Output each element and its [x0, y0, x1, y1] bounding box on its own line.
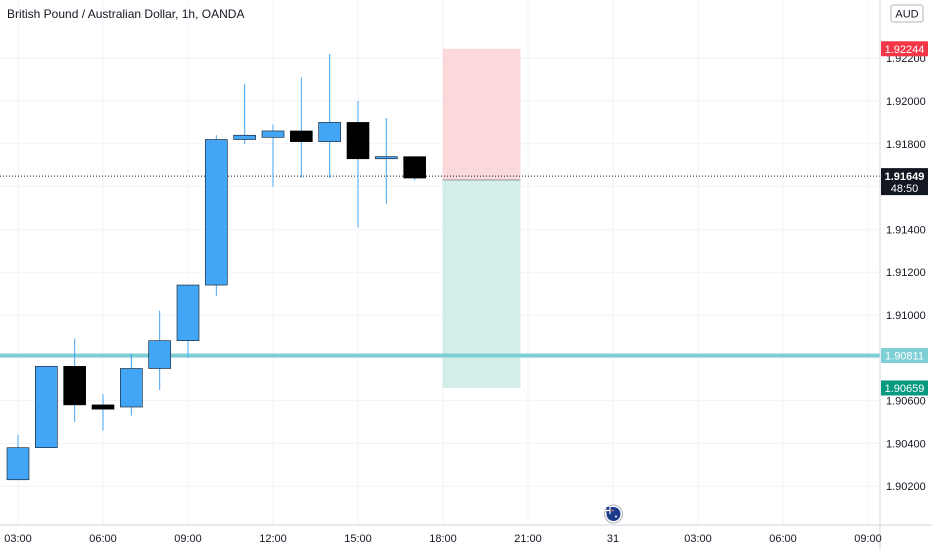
- candle-body[interactable]: [261, 130, 285, 138]
- y-tick-label: 1.91800: [886, 139, 926, 151]
- x-tick-label: 18:00: [429, 533, 457, 545]
- x-tick-label: 09:00: [174, 533, 202, 545]
- y-tick-label: 1.91200: [886, 267, 926, 279]
- x-tick-label: 06:00: [769, 533, 797, 545]
- plot-area: [0, 48, 880, 524]
- candle-body[interactable]: [176, 284, 200, 341]
- candle-body[interactable]: [35, 366, 58, 448]
- y-tick-label: 1.90600: [886, 396, 926, 408]
- current-price-badge: 1.91649: [885, 171, 925, 183]
- currency-label: AUD: [895, 9, 918, 21]
- x-tick-label: 03:00: [684, 533, 712, 545]
- y-tick-label: 1.92000: [886, 96, 926, 108]
- price-axis: 1.902001.904001.906001.908001.910001.912…: [879, 0, 928, 550]
- candle-body[interactable]: [233, 134, 256, 140]
- candle-body[interactable]: [346, 122, 370, 160]
- stop-price-badge: 1.92244: [885, 44, 925, 56]
- chart-title: British Pound / Australian Dollar, 1h, O…: [7, 7, 244, 21]
- currency-button[interactable]: AUD: [890, 4, 924, 23]
- candle-body[interactable]: [63, 366, 86, 406]
- x-tick-label: 31: [607, 533, 619, 545]
- candle-body[interactable]: [290, 130, 313, 142]
- candle-body[interactable]: [403, 156, 426, 179]
- x-tick-label: 12:00: [259, 533, 287, 545]
- y-tick-label: 1.92200: [886, 53, 926, 65]
- currency-button-box[interactable]: [890, 4, 924, 23]
- y-tick-label: 1.91400: [886, 224, 926, 236]
- current-price-badge-box: [881, 168, 928, 196]
- time-axis: 03:00 06:00 09:00 12:00 15:00 18:00 21:00 31 03:…: [0, 524, 932, 545]
- horizontal-line-badge-box: [881, 347, 928, 363]
- candle-body[interactable]: [205, 139, 228, 286]
- target-price-badge-box: [881, 380, 928, 396]
- y-tick-label: 1.91000: [886, 310, 926, 322]
- horizontal-line-badge: 1.90811: [885, 350, 924, 362]
- x-tick-label: 15:00: [344, 533, 372, 545]
- candle-body[interactable]: [120, 368, 143, 408]
- y-tick-label: 1.90400: [886, 438, 926, 450]
- candle-body[interactable]: [318, 122, 341, 142]
- x-tick-label: 09:00: [854, 533, 882, 545]
- x-tick-label: 21:00: [514, 533, 542, 545]
- y-tick-label: 1.90200: [886, 481, 926, 493]
- candle-body[interactable]: [6, 447, 30, 481]
- countdown-badge: 48:50: [891, 183, 919, 195]
- event-flag-star: [614, 515, 617, 518]
- target-price-badge: 1.90659: [885, 383, 925, 395]
- grid: [0, 0, 880, 525]
- candle-body[interactable]: [148, 340, 171, 369]
- reward-zone[interactable]: [442, 179, 521, 388]
- candle-body[interactable]: [375, 156, 398, 160]
- x-tick-label: 06:00: [89, 533, 117, 545]
- x-tick-label: 03:00: [4, 533, 32, 545]
- candle-body[interactable]: [91, 404, 115, 410]
- risk-zone[interactable]: [442, 48, 521, 180]
- stop-price-badge-box: [881, 41, 928, 57]
